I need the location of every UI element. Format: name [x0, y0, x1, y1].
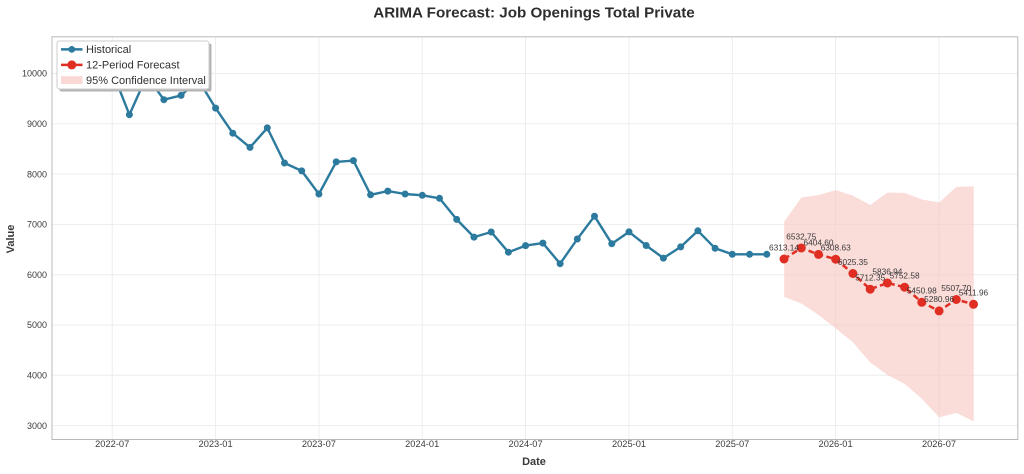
svg-text:9000: 9000 — [27, 119, 47, 129]
svg-text:Value: Value — [5, 225, 17, 254]
svg-text:2022-07: 2022-07 — [95, 439, 129, 449]
svg-text:8000: 8000 — [27, 169, 47, 179]
svg-text:6000: 6000 — [27, 270, 47, 280]
svg-text:6025.35: 6025.35 — [838, 257, 868, 267]
svg-text:5000: 5000 — [27, 320, 47, 330]
svg-text:2025-07: 2025-07 — [715, 439, 749, 449]
svg-text:5836.94: 5836.94 — [872, 266, 902, 276]
svg-text:7000: 7000 — [27, 220, 47, 230]
svg-text:5712.35: 5712.35 — [855, 273, 885, 283]
svg-text:5752.58: 5752.58 — [890, 271, 920, 281]
svg-text:4000: 4000 — [27, 371, 47, 381]
svg-text:5450.98: 5450.98 — [907, 286, 937, 296]
svg-text:5411.96: 5411.96 — [959, 288, 989, 298]
svg-text:2023-07: 2023-07 — [302, 439, 336, 449]
svg-text:5280.96: 5280.96 — [924, 294, 954, 304]
svg-text:ARIMA Forecast: Job Openings T: ARIMA Forecast: Job Openings Total Priva… — [373, 4, 695, 21]
svg-text:2023-01: 2023-01 — [199, 439, 233, 449]
svg-text:2026-07: 2026-07 — [922, 439, 956, 449]
svg-text:6404.60: 6404.60 — [804, 238, 834, 248]
svg-text:2026-01: 2026-01 — [819, 439, 853, 449]
svg-text:95% Confidence Interval: 95% Confidence Interval — [86, 75, 206, 87]
svg-text:3000: 3000 — [27, 421, 47, 431]
svg-text:6313.14: 6313.14 — [769, 242, 799, 252]
svg-text:6308.63: 6308.63 — [821, 243, 851, 253]
svg-text:2024-01: 2024-01 — [405, 439, 439, 449]
svg-text:10000: 10000 — [22, 69, 47, 79]
svg-text:2025-01: 2025-01 — [612, 439, 646, 449]
svg-text:5507.70: 5507.70 — [941, 283, 971, 293]
svg-text:2024-07: 2024-07 — [509, 439, 543, 449]
svg-text:6532.75: 6532.75 — [786, 231, 816, 241]
svg-text:12-Period Forecast: 12-Period Forecast — [86, 59, 180, 71]
svg-text:Date: Date — [522, 456, 546, 468]
svg-text:Historical: Historical — [86, 44, 131, 56]
